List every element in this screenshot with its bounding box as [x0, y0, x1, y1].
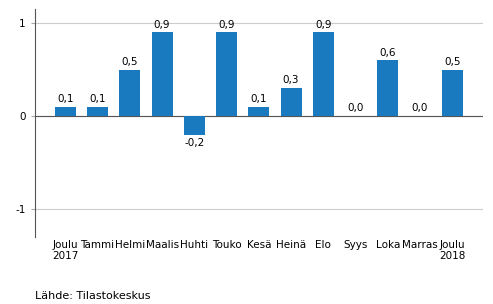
Text: 0,1: 0,1	[89, 94, 106, 104]
Bar	[119, 70, 141, 116]
Bar	[313, 33, 334, 116]
Bar	[248, 107, 269, 116]
Text: 0,9: 0,9	[154, 19, 171, 29]
Text: 0,0: 0,0	[348, 103, 364, 113]
Bar	[442, 70, 463, 116]
Text: 0,0: 0,0	[412, 103, 428, 113]
Text: -0,2: -0,2	[184, 137, 205, 147]
Text: 0,6: 0,6	[380, 47, 396, 57]
Text: 0,5: 0,5	[122, 57, 138, 67]
Bar	[184, 116, 205, 135]
Text: 0,1: 0,1	[250, 94, 267, 104]
Text: 0,9: 0,9	[218, 19, 235, 29]
Text: 0,1: 0,1	[57, 94, 73, 104]
Bar	[216, 33, 237, 116]
Text: 0,3: 0,3	[283, 75, 299, 85]
Bar	[87, 107, 108, 116]
Bar	[152, 33, 173, 116]
Bar	[55, 107, 76, 116]
Text: 0,5: 0,5	[444, 57, 460, 67]
Bar	[377, 60, 398, 116]
Text: Lähde: Tilastokeskus: Lähde: Tilastokeskus	[35, 291, 150, 301]
Text: 0,9: 0,9	[315, 19, 332, 29]
Bar	[281, 88, 302, 116]
